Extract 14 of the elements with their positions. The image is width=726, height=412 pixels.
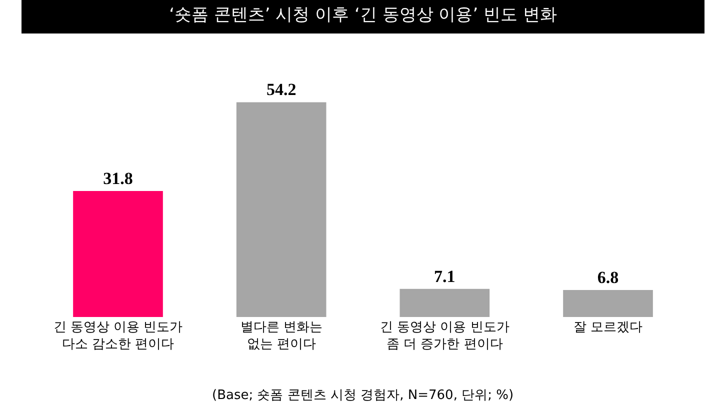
chart-title: ‘숏폼 콘텐츠’ 시청 이후 ‘긴 동영상 이용’ 빈도 변화 [169,5,557,25]
bar [236,102,326,317]
data-label: 31.8 [103,168,133,188]
data-label: 7.1 [434,266,456,286]
x-tick-label: 별다른 변화는 없는 편이다 [240,320,322,352]
bar [400,288,490,317]
data-label: 6.8 [597,268,619,288]
data-label: 54.2 [266,80,296,100]
text: (Base; 숏폼 콘텐츠 시청 경험자, N=760, 단위; %) [212,388,514,403]
bar [563,290,653,317]
x-tick-label: 긴 동영상 이용 빈도가 다소 감소한 편이다 [53,320,183,352]
bar [73,190,163,317]
x-tick-label: 잘 모르겠다 [573,320,643,335]
x-tick-label: 긴 동영상 이용 빈도가 좀 더 증가한 편이다 [380,320,510,352]
